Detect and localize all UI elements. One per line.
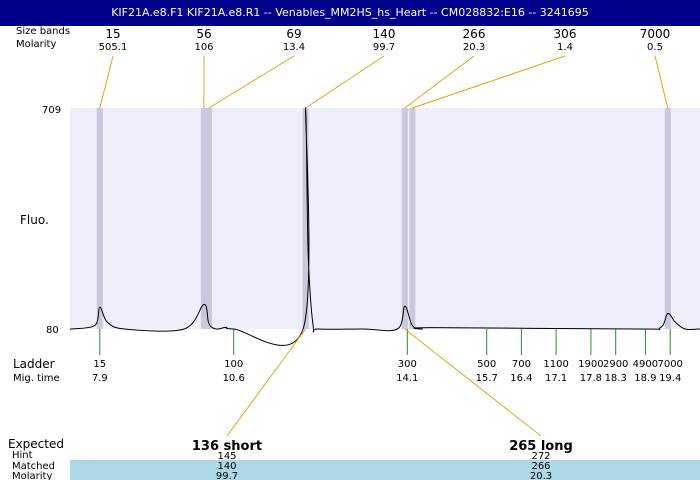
- size-band-value: 56: [196, 27, 211, 41]
- size-band-connector: [654, 55, 669, 109]
- ladder-size: 700: [512, 359, 531, 370]
- size-band-molarity: 13.4: [283, 42, 305, 53]
- size-band-column: [401, 108, 408, 329]
- size-band-molarity: 99.7: [373, 42, 395, 53]
- expected-connector: [226, 328, 307, 437]
- matched-molarity-rows: [70, 460, 700, 480]
- expected-hint-value: 145: [217, 451, 236, 462]
- ladder-size: 1900: [578, 359, 603, 370]
- molarity-row-label: Molarity: [12, 471, 52, 480]
- ladder-mig-time: 18.9: [634, 373, 656, 384]
- size-band-molarity: 20.3: [463, 42, 485, 53]
- size-band-value: 15: [105, 27, 120, 41]
- size-band-value: 140: [373, 27, 396, 41]
- ladder-size: 4900: [633, 359, 658, 370]
- plot-background: [70, 108, 700, 329]
- matched-label: Matched: [12, 461, 55, 472]
- ladder-mig-time: 7.9: [92, 373, 108, 384]
- size-band-value: 7000: [640, 27, 671, 41]
- size-band-column: [664, 108, 671, 329]
- size-band-connector: [208, 55, 295, 109]
- size-band-connector: [404, 55, 475, 109]
- ladder-mig-time: 10.6: [223, 373, 245, 384]
- ladder-mig-time: 17.1: [545, 373, 567, 384]
- ladder-mig-time: 19.4: [659, 373, 681, 384]
- expected-matched-value: 140: [217, 461, 236, 472]
- size-bands-label: Size bands: [16, 26, 70, 37]
- expected-product-label: 265 long: [509, 439, 573, 454]
- size-band-connector: [305, 55, 385, 109]
- size-band-column: [205, 108, 212, 329]
- ladder-mig-time: 15.7: [476, 373, 498, 384]
- size-band-value: 69: [286, 27, 301, 41]
- ladder-label: Ladder: [13, 357, 55, 371]
- expected-molarity-value: 20.3: [530, 471, 552, 480]
- ladder-mig-time: 18.3: [605, 373, 627, 384]
- fluo-axis-label: Fluo.: [20, 213, 49, 227]
- size-band-molarity: 505.1: [99, 42, 128, 53]
- mig-time-label: Mig. time: [13, 373, 60, 384]
- molarity-label: Molarity: [16, 39, 56, 50]
- ladder-size: 300: [398, 359, 417, 370]
- expected-hint-value: 272: [531, 451, 550, 462]
- size-band-connector: [412, 55, 566, 109]
- y-tick-label-min: 80: [46, 325, 59, 336]
- y-tick-label-max: 709: [42, 105, 61, 116]
- size-band-column: [200, 108, 207, 329]
- ladder-mig-time: 17.8: [580, 373, 602, 384]
- size-band-molarity: 106: [194, 42, 213, 53]
- size-band-molarity: 1.4: [557, 42, 573, 53]
- size-band-value: 266: [463, 27, 486, 41]
- size-band-column: [302, 108, 309, 329]
- size-band-column: [409, 108, 416, 329]
- ladder-size: 7000: [657, 359, 682, 370]
- size-band-connector: [99, 55, 114, 109]
- expected-matched-value: 266: [531, 461, 550, 472]
- ladder-size: 15: [93, 359, 106, 370]
- size-band-value: 306: [554, 27, 577, 41]
- ladder-size: 2900: [603, 359, 628, 370]
- fluorescence-trace: [69, 107, 700, 346]
- hint-label: Hint: [12, 450, 33, 461]
- ladder-size: 1100: [543, 359, 568, 370]
- size-band-molarity: 0.5: [647, 42, 663, 53]
- ladder-mig-time: 16.4: [510, 373, 532, 384]
- expected-molarity-value: 99.7: [216, 471, 238, 480]
- window-title: KIF21A.e8.F1 KIF21A.e8.R1 -- Venables_MM…: [0, 0, 700, 26]
- expected-label: Expected: [8, 437, 64, 451]
- ladder-mig-time: 14.1: [396, 373, 418, 384]
- expected-connector: [404, 328, 542, 437]
- size-band-column: [96, 108, 103, 329]
- expected-product-label: 136 short: [192, 439, 262, 454]
- ladder-size: 100: [224, 359, 243, 370]
- ladder-size: 500: [477, 359, 496, 370]
